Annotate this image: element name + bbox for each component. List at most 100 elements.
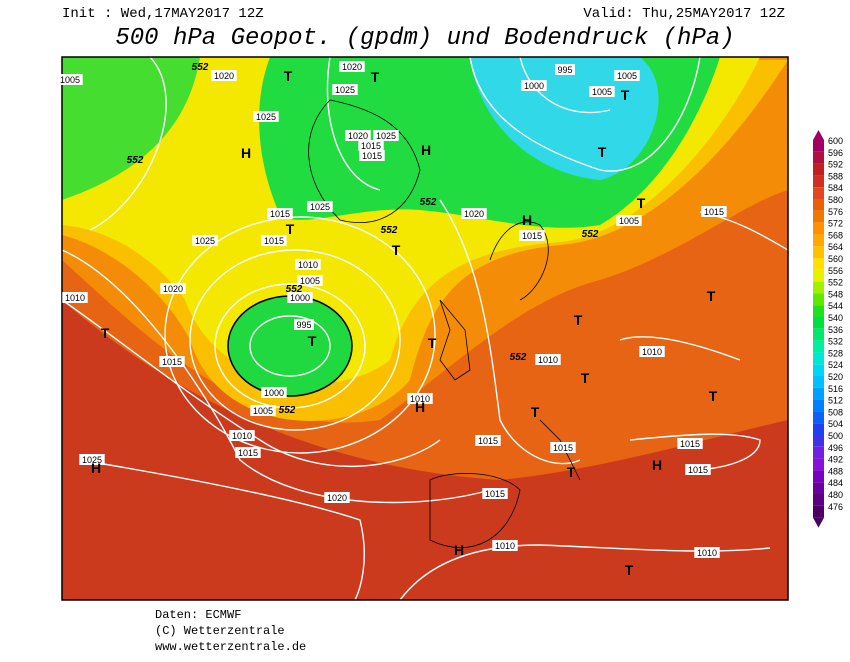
isobar-label: 995	[557, 65, 572, 75]
isobar-label-box	[701, 206, 727, 217]
isobar-label: 1005	[300, 276, 320, 286]
isobar-label: 1015	[162, 357, 182, 367]
isobar-label: 1005	[592, 87, 612, 97]
colorbar-swatch	[813, 399, 824, 412]
pressure-center: T	[598, 144, 607, 160]
colorbar-swatch	[813, 199, 824, 211]
isobar-label: 1025	[310, 202, 330, 212]
isobar-label-box	[519, 230, 545, 241]
isobar-label-box	[287, 292, 313, 303]
pressure-center: T	[581, 370, 590, 386]
pressure-center: T	[371, 69, 380, 85]
isobar-label-box	[373, 130, 399, 141]
isobar-label: 1020	[342, 62, 362, 72]
pressure-center: T	[625, 562, 634, 578]
colorbar-label: 600	[828, 136, 843, 146]
pressure-center: H	[454, 542, 464, 558]
colorbar-swatch	[813, 305, 824, 317]
isobar-label-box	[555, 64, 575, 75]
colorbar-label: 532	[828, 337, 843, 347]
isobar-label-box	[550, 442, 576, 453]
isobar-label-box	[295, 259, 321, 270]
pressure-center: H	[415, 399, 425, 415]
pressure-center: T	[308, 333, 317, 349]
colorbar-label: 516	[828, 384, 843, 394]
isobar-label: 1020	[348, 131, 368, 141]
isobar-label: 1010	[697, 548, 717, 558]
colorbar-label: 572	[828, 219, 843, 229]
isobar-label: 1000	[264, 388, 284, 398]
pressure-center: T	[574, 312, 583, 328]
colorbar-label: 540	[828, 313, 843, 323]
map-title: 500 hPa Geopot. (gpdm) und Bodendruck (h…	[115, 25, 734, 52]
isobar-label-box	[521, 80, 547, 91]
isobar-label: 1015	[238, 448, 258, 458]
isobar-label: 1015	[478, 436, 498, 446]
isobar-label-box	[677, 438, 703, 449]
colorbar-label: 484	[828, 478, 843, 488]
colorbar-label: 500	[828, 431, 843, 441]
isobar-label: 1010	[232, 431, 252, 441]
isobar-label: 1015	[362, 151, 382, 161]
isobar-label: 1000	[290, 293, 310, 303]
isobar-label: 1010	[642, 347, 662, 357]
colorbar-swatch	[813, 163, 824, 176]
geopotential-label: 552	[582, 229, 599, 240]
isobar-label-box	[307, 201, 333, 212]
colorbar-top-arrow	[813, 130, 824, 140]
isobar-label: 1015	[270, 209, 290, 219]
isobar-label-box	[261, 387, 287, 398]
colorbar-swatch	[813, 458, 824, 471]
geopotential-label: 552	[381, 225, 398, 236]
geopotential-label: 552	[279, 405, 296, 416]
colorbar-swatch	[813, 258, 824, 270]
isobar-label: 1015	[522, 231, 542, 241]
colorbar-label: 512	[828, 396, 843, 406]
geopotential-label: 552	[127, 155, 144, 166]
colorbar-label: 592	[828, 160, 843, 170]
colorbar-swatch	[813, 328, 824, 341]
colorbar-swatch	[813, 376, 824, 388]
pressure-center: H	[241, 145, 251, 161]
pressure-center: T	[637, 195, 646, 211]
isobar-label-box	[535, 354, 561, 365]
isobar-label-box	[192, 235, 218, 246]
colorbar-label: 480	[828, 490, 843, 500]
isobar-label: 1010	[298, 260, 318, 270]
footer-url: www.wetterzentrale.de	[155, 640, 306, 654]
isobar-label-box	[297, 275, 323, 286]
pressure-center: T	[621, 87, 630, 103]
colorbar-label: 492	[828, 455, 843, 465]
isobar-label-box	[253, 111, 279, 122]
colorbar-label: 588	[828, 171, 843, 181]
colorbar-swatch	[813, 293, 824, 306]
isobar-label: 1025	[82, 455, 102, 465]
pressure-center: H	[421, 142, 431, 158]
isobar-label-box	[492, 540, 518, 551]
pressure-center: H	[652, 457, 662, 473]
isobar-label: 1005	[617, 71, 637, 81]
colorbar-label: 476	[828, 502, 843, 512]
colorbar-swatch	[813, 234, 824, 247]
pressure-center: T	[284, 68, 293, 84]
isobar-label-box	[614, 70, 640, 81]
colorbar-label: 560	[828, 254, 843, 264]
footer-copyright: (C) Wetterzentrale	[155, 624, 285, 638]
colorbar-swatch	[813, 140, 824, 152]
colorbar-label: 556	[828, 266, 843, 276]
colorbar-swatch	[813, 175, 824, 188]
colorbar-label: 524	[828, 360, 843, 370]
isobar-label: 1010	[495, 541, 515, 551]
pressure-center: T	[392, 242, 401, 258]
colorbar-label: 584	[828, 183, 843, 193]
colorbar-swatch	[813, 470, 824, 483]
isobar-label-box	[482, 488, 508, 499]
colorbar-swatch	[813, 281, 824, 294]
colorbar-label: 520	[828, 372, 843, 382]
colorbar-swatch	[813, 340, 824, 353]
isobar-label-box	[62, 292, 88, 303]
isobar-label: 995	[296, 320, 311, 330]
geopotential-label: 552	[192, 62, 209, 73]
colorbar-label: 504	[828, 419, 843, 429]
